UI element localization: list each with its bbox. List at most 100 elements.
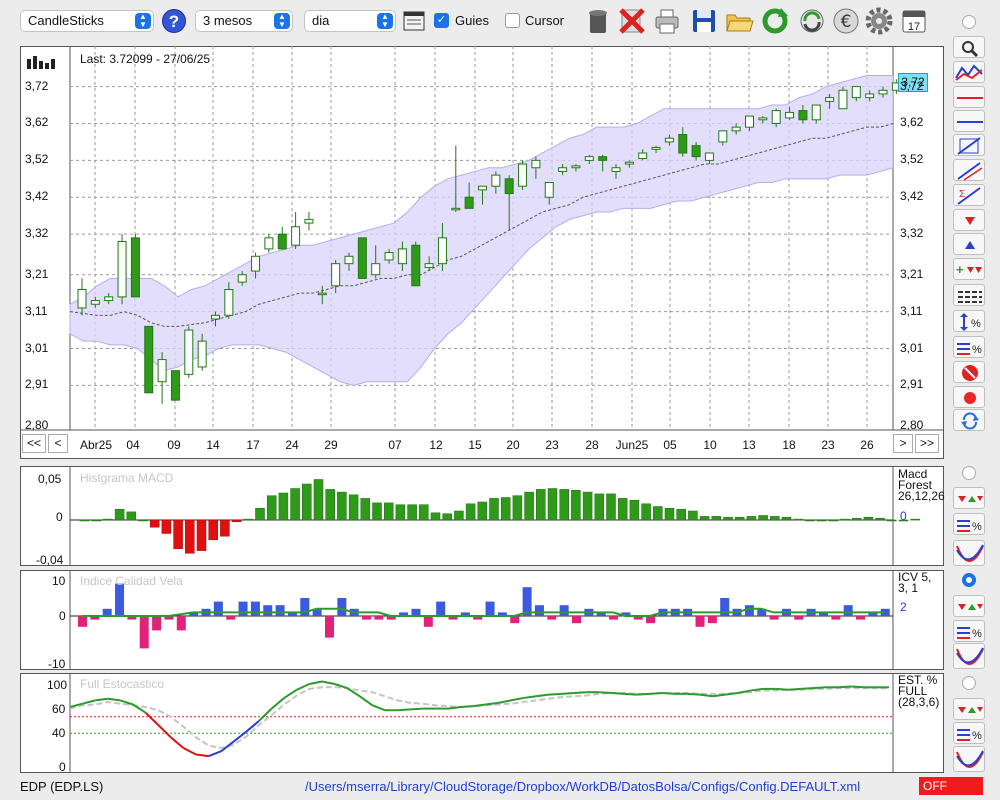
blue-line-button[interactable] [953,110,985,132]
add-signals-button[interactable]: + [953,258,985,280]
indicator-overlay-button[interactable] [953,61,985,83]
macd-bar [512,495,523,521]
icv-bar [263,605,273,616]
icv-radio[interactable] [962,573,976,587]
stoch-k-segment [397,708,411,712]
curve-icon [956,750,984,768]
sync-icon[interactable] [797,6,827,36]
icv-curve-button[interactable] [953,643,985,669]
price-axis-label: 3,52 [25,152,49,167]
nav-next-button[interactable]: > [893,434,913,453]
macd-bar [360,498,371,521]
guides-checkbox[interactable]: ✓ [434,13,449,28]
candle [544,182,554,205]
candle-body-up [331,263,341,287]
lines-percent-icon: % [957,627,982,640]
help-button[interactable]: ? [162,9,186,33]
trendline-button[interactable] [953,134,985,156]
stoch-scale-button[interactable]: % [953,722,985,744]
euro-icon[interactable]: € [831,6,861,36]
config-path-link[interactable]: /Users/mserra/Library/CloudStorage/Dropb… [305,779,861,794]
date-axis-label: 09 [167,438,181,452]
nav-prev-button[interactable]: < [48,434,68,453]
icv-scale-button[interactable]: % [953,620,985,642]
arrows-signal-icon [958,496,983,502]
icv-signals-button[interactable] [953,595,985,617]
macd-bar [348,494,359,521]
candle [104,293,114,305]
svg-text:€: € [841,12,852,32]
percent-scale-button[interactable]: % [953,336,985,358]
icv-bar [448,616,458,620]
main-chart-radio[interactable] [962,15,976,29]
fibonacci-button[interactable]: Σ [953,184,985,206]
candle [77,278,87,316]
price-axis-label: 3,21 [25,266,49,281]
red-line-button[interactable] [953,86,985,108]
candle [704,152,714,165]
chart-type-select[interactable]: CandleSticks ▲ ▼ [20,10,154,32]
cursor-checkbox[interactable] [505,13,520,28]
printer-icon[interactable] [652,6,682,36]
interval-select[interactable]: dia ▲ ▼ [304,10,396,32]
stoch-curve-button[interactable] [953,746,985,772]
macd-bar [617,498,628,521]
macd-bar [185,519,195,554]
bar-chart-icon[interactable] [26,53,58,69]
icv-bar [868,612,878,616]
stoch-k-segment [309,680,323,685]
grid-lines-button[interactable] [953,284,985,306]
zoom-button[interactable] [953,36,985,58]
macd-bar [851,517,862,521]
candle [304,212,314,231]
nav-first-button[interactable]: << [22,434,46,453]
candle-body-up [251,255,261,272]
stoch-k-segment [662,692,675,695]
vertical-scale-button[interactable]: % [953,310,985,332]
macd-bar [606,493,616,521]
stoch-k-segment [447,705,461,710]
candle-body-up [825,97,835,102]
save-icon[interactable] [689,6,719,36]
stochastic-radio[interactable] [962,676,976,690]
calendar-icon[interactable]: 17 [899,6,929,36]
stop-button[interactable] [953,361,985,383]
buy-marker-button[interactable] [953,233,985,255]
sell-marker-button[interactable] [953,209,985,231]
candle [384,248,394,264]
macd-radio[interactable] [962,466,976,480]
stoch-signals-button[interactable] [953,698,985,720]
trash-icon[interactable] [583,6,613,36]
nav-last-button[interactable]: >> [915,434,939,453]
stoch-k-segment [346,687,361,698]
icv-bar [275,605,285,616]
chart-window-icon[interactable] [403,11,425,31]
icv-bar [819,612,828,616]
macd-bar [430,512,441,521]
refresh-icon[interactable] [760,6,790,36]
period-select[interactable]: 3 mesos ▲ ▼ [195,10,293,32]
macd-curve-button[interactable] [953,540,985,566]
icv-bar [374,616,384,620]
symbol-label: EDP (EDP.LS) [20,779,104,794]
stoch-k-segment [523,695,537,699]
stoch-k-segment [258,707,273,722]
record-button[interactable] [953,386,985,408]
date-axis-label: 15 [468,438,482,452]
stoch-k-segment [712,693,726,698]
stoch-k-segment [750,687,764,692]
off-status-badge[interactable]: OFF [919,777,983,795]
candle [211,311,220,327]
gear-icon[interactable] [864,6,894,36]
candle [371,245,381,279]
parallel-lines-button[interactable] [953,159,985,181]
stoch-k-segment [599,691,612,695]
macd-signals-button[interactable] [953,487,985,509]
candle-body-up [664,137,674,143]
open-folder-icon[interactable] [724,6,754,36]
macd-scale-button[interactable]: % [953,513,985,535]
delete-icon[interactable] [617,6,647,36]
macd-bar [699,516,710,521]
reload-button[interactable] [953,409,985,431]
